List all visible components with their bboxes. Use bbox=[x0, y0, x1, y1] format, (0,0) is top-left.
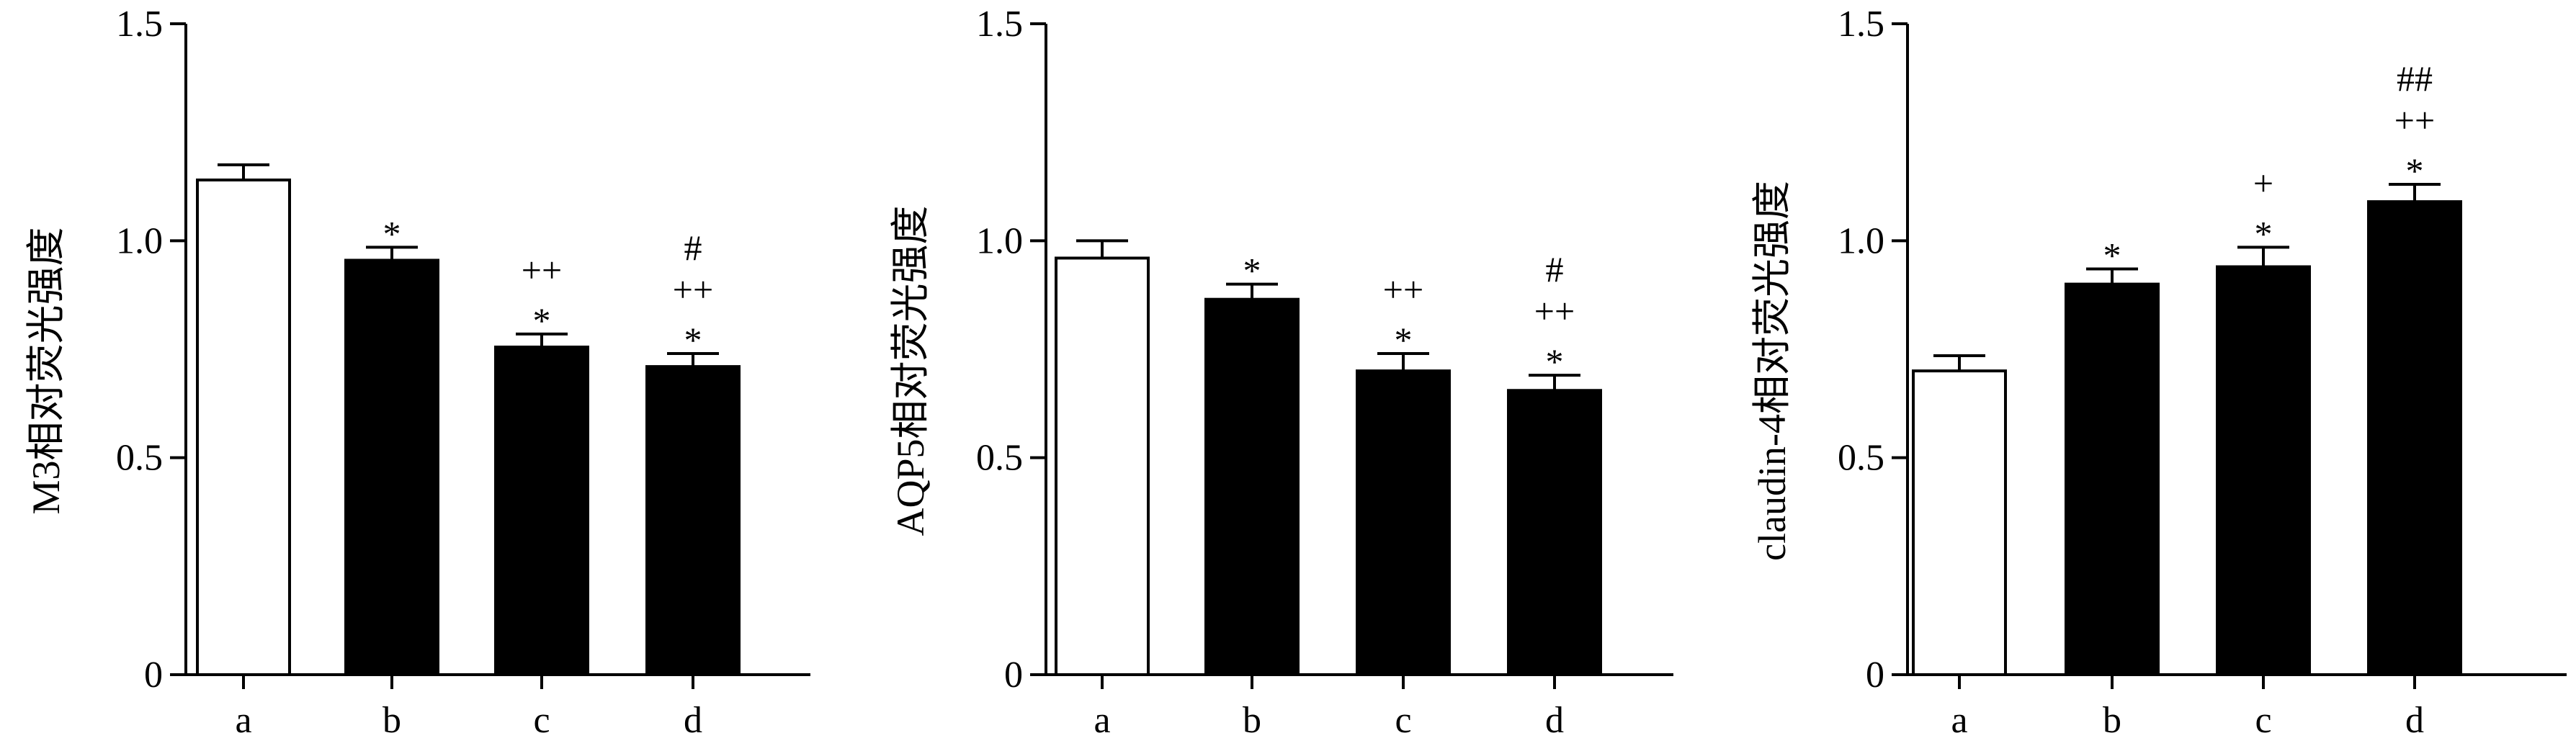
x-tick-label: a bbox=[235, 700, 251, 741]
bar-c bbox=[494, 345, 589, 676]
bar-a bbox=[1912, 369, 2007, 677]
y-tick-label: 0 bbox=[1866, 655, 1884, 696]
x-tick-label: d bbox=[2405, 700, 2424, 741]
significance-mark: * bbox=[533, 300, 551, 341]
significance-mark: * bbox=[1243, 251, 1261, 291]
significance-mark: * bbox=[2103, 235, 2121, 276]
chart-panel-3: 0 0.5 1.0 1.5 claudin-4相对荧光强度 a b * c * + d * ++## bbox=[1750, 4, 2567, 741]
x-tick-label: b bbox=[383, 700, 401, 741]
y-tick-label: 0.5 bbox=[116, 438, 163, 479]
y-tick-label: 0.5 bbox=[1838, 438, 1884, 479]
y-tick-label: 1.0 bbox=[976, 220, 1023, 261]
x-tick-label: c bbox=[1395, 700, 1411, 741]
significance-mark: # bbox=[1546, 249, 1564, 289]
bar-c bbox=[2216, 265, 2311, 676]
bar-d bbox=[2367, 200, 2462, 676]
y-tick-label: 0 bbox=[1004, 655, 1023, 696]
significance-mark: ++ bbox=[1383, 269, 1423, 310]
x-tick-label: c bbox=[533, 700, 550, 741]
bar-b bbox=[344, 258, 439, 677]
x-tick-label: b bbox=[1243, 700, 1261, 741]
y-axis-label: AQP5相对荧光强度 bbox=[889, 205, 932, 536]
x-tick-label: b bbox=[2103, 700, 2121, 741]
x-tick-label: d bbox=[1545, 700, 1564, 741]
significance-mark: ++ bbox=[522, 250, 562, 290]
significance-mark: ++ bbox=[673, 269, 713, 310]
y-tick-label: 0.5 bbox=[976, 438, 1023, 479]
x-tick-label: c bbox=[2255, 700, 2271, 741]
significance-mark: + bbox=[2253, 163, 2273, 203]
x-tick-label: d bbox=[684, 700, 702, 741]
bar-d bbox=[645, 365, 741, 676]
significance-mark: * bbox=[684, 320, 702, 360]
significance-mark: ++ bbox=[2394, 100, 2435, 140]
y-tick-label: 1.5 bbox=[116, 4, 163, 45]
bar-b bbox=[2065, 282, 2160, 677]
significance-mark: * bbox=[2255, 213, 2273, 253]
y-tick-label: 1.0 bbox=[1838, 220, 1884, 261]
bar-a bbox=[196, 178, 291, 676]
y-tick-label: 1.5 bbox=[976, 4, 1023, 45]
significance-mark: * bbox=[1395, 320, 1413, 360]
significance-mark: * bbox=[383, 213, 401, 253]
bar-a bbox=[1055, 256, 1150, 676]
significance-mark: * bbox=[1546, 341, 1564, 382]
bar-c bbox=[1356, 369, 1451, 677]
bar-d bbox=[1507, 389, 1602, 677]
y-axis-label: M3相对荧光强度 bbox=[24, 227, 68, 514]
significance-mark: ## bbox=[2397, 58, 2433, 99]
significance-mark: # bbox=[684, 228, 702, 268]
significance-mark: ++ bbox=[1534, 291, 1575, 331]
significance-mark: * bbox=[2406, 150, 2424, 191]
y-tick-label: 1.0 bbox=[116, 220, 163, 261]
y-tick-label: 1.5 bbox=[1838, 4, 1884, 45]
y-axis-label: claudin-4相对荧光强度 bbox=[1750, 181, 1794, 561]
x-tick-label: a bbox=[1951, 700, 1967, 741]
x-tick-label: a bbox=[1094, 700, 1110, 741]
y-tick-label: 0 bbox=[144, 655, 163, 696]
bar-b bbox=[1204, 297, 1300, 676]
